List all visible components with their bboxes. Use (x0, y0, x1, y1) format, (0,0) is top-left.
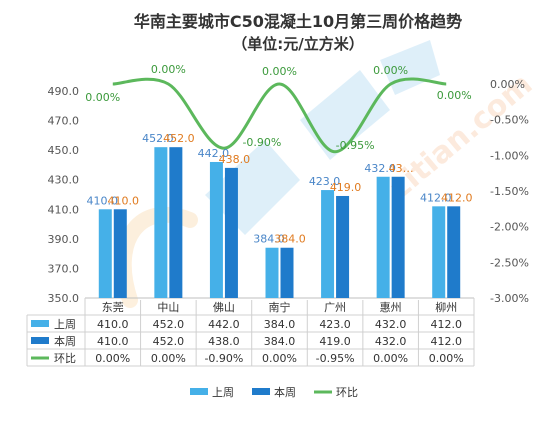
bar-this-week (224, 167, 238, 298)
x-tick-label: 惠州 (380, 300, 402, 314)
table-cell: 432.0 (375, 335, 407, 348)
bar-last-week (154, 147, 168, 298)
legend: 上周 本周 环比 (190, 385, 358, 399)
line-label: 0.00% (151, 63, 186, 76)
legend-label: 上周 (212, 386, 234, 399)
line-label: -0.90% (242, 136, 281, 149)
table-cell: 423.0 (319, 318, 351, 331)
legend-swatch-this-week (252, 388, 270, 395)
table-cell: 410.0 (97, 318, 129, 331)
y-left-tick-label: 450.0 (48, 144, 80, 157)
table-cell: 0.00% (373, 352, 408, 365)
bar-label-this-week: 412.0 (441, 191, 473, 204)
line-mom-change (112, 77, 447, 154)
bar-this-week (113, 209, 127, 298)
y-left-tick-label: 470.0 (48, 115, 80, 128)
table-cell: 0.00% (429, 352, 464, 365)
bar-this-week (336, 195, 350, 298)
y-right-tick-label: -1.00% (490, 149, 529, 162)
x-tick-label: 柳州 (435, 300, 457, 314)
table-legend-swatch (31, 320, 49, 327)
y-right-tick-label: -3.00% (490, 292, 529, 305)
y-left-tick-label: 410.0 (48, 203, 80, 216)
bar-this-week (447, 206, 461, 298)
chart-subtitle: （单位:元/立方米） (232, 35, 363, 53)
table-row-label: 环比 (54, 352, 76, 365)
bar-label-last-week: 432.0 (364, 162, 396, 175)
table-cell: 432.0 (375, 318, 407, 331)
table-cell: -0.95% (316, 352, 355, 365)
table-legend-swatch (31, 337, 49, 344)
line-label: 0.00% (437, 89, 472, 102)
line-label: 0.00% (85, 91, 120, 104)
bar-last-week (98, 209, 112, 298)
x-tick-label: 中山 (157, 301, 179, 314)
bar-this-week (280, 247, 294, 298)
y-right-tick-label: -2.50% (490, 256, 529, 269)
y-left-tick-label: 390.0 (48, 233, 80, 246)
line-label: 0.00% (373, 64, 408, 77)
x-tick-label: 东莞 (102, 301, 124, 314)
chart-title: 华南主要城市C50混凝土10月第三周价格趋势 (134, 12, 462, 31)
bar-label-last-week: 384.0 (253, 233, 285, 246)
data-table: 上周 410.0 452.0 442.0 384.0 423.0 432.0 412.0 本周 4… (26, 298, 475, 367)
bar-label-this-week: 384.0 (274, 233, 306, 246)
table-cell: 442.0 (208, 318, 240, 331)
y-right-tick-label: -1.50% (490, 185, 529, 198)
x-tick-label: 佛山 (213, 301, 235, 314)
table-cell: 0.00% (151, 352, 186, 365)
bar-label-last-week: 452.0 (142, 132, 174, 145)
bar-label-this-week: 410.0 (108, 194, 140, 207)
y-left-tick-label: 430.0 (48, 174, 80, 187)
bar-last-week (376, 176, 390, 298)
y-left-tick-label: 350.0 (48, 292, 80, 305)
legend-swatch-last-week (190, 388, 208, 395)
bar-label-last-week: 442.0 (198, 147, 230, 160)
y-right-tick-label: -2.00% (490, 221, 529, 234)
bar-last-week (321, 190, 335, 298)
line-series (112, 77, 447, 154)
y-axis-left: 350.0 370.0 390.0 410.0 430.0 450.0 470.0 490.0 (48, 85, 80, 305)
bar-label-this-week: 438.0 (219, 153, 251, 166)
line-label: 0.00% (262, 65, 297, 78)
table-cell: 0.00% (95, 352, 130, 365)
x-tick-label: 广州 (324, 301, 346, 314)
y-left-tick-label: 490.0 (48, 85, 80, 98)
bar-label-this-week: 452.0 (163, 132, 195, 145)
bar-label-last-week: 412.0 (420, 191, 452, 204)
y-right-tick-label: -0.50% (490, 114, 529, 127)
table-cell: 419.0 (319, 335, 351, 348)
bar-label-this-week: 43… (389, 162, 414, 175)
y-axis-right: 0.00% -0.50% -1.00% -1.50% -2.00% -2.50% -3.00… (490, 78, 529, 305)
table-cell: 410.0 (97, 335, 129, 348)
legend-label: 本周 (274, 385, 296, 399)
legend-label: 环比 (336, 386, 358, 399)
line-label: -0.95% (336, 139, 375, 152)
table-cell: -0.90% (204, 352, 243, 365)
table-cell: 452.0 (153, 335, 185, 348)
bar-last-week (209, 161, 223, 298)
bar-last-week (265, 247, 279, 298)
bar-series (98, 147, 461, 298)
bar-label-this-week: 419.0 (330, 181, 362, 194)
x-tick-label: 南宁 (269, 300, 291, 314)
table-cell: 438.0 (208, 335, 240, 348)
table-cell: 412.0 (430, 335, 462, 348)
y-right-tick-label: 0.00% (490, 78, 525, 91)
table-cell: 0.00% (262, 352, 297, 365)
bar-last-week (432, 206, 446, 298)
table-row-label: 上周 (54, 318, 76, 331)
bar-label-last-week: 410.0 (87, 194, 119, 207)
table-cell: 412.0 (430, 318, 462, 331)
table-cell: 384.0 (264, 318, 296, 331)
table-row-label: 本周 (54, 334, 76, 348)
bar-this-week (169, 147, 183, 298)
bar-label-last-week: 423.0 (309, 175, 341, 188)
table-cell: 384.0 (264, 335, 296, 348)
y-left-tick-label: 370.0 (48, 262, 80, 275)
table-cell: 452.0 (153, 318, 185, 331)
bar-this-week (391, 176, 405, 298)
